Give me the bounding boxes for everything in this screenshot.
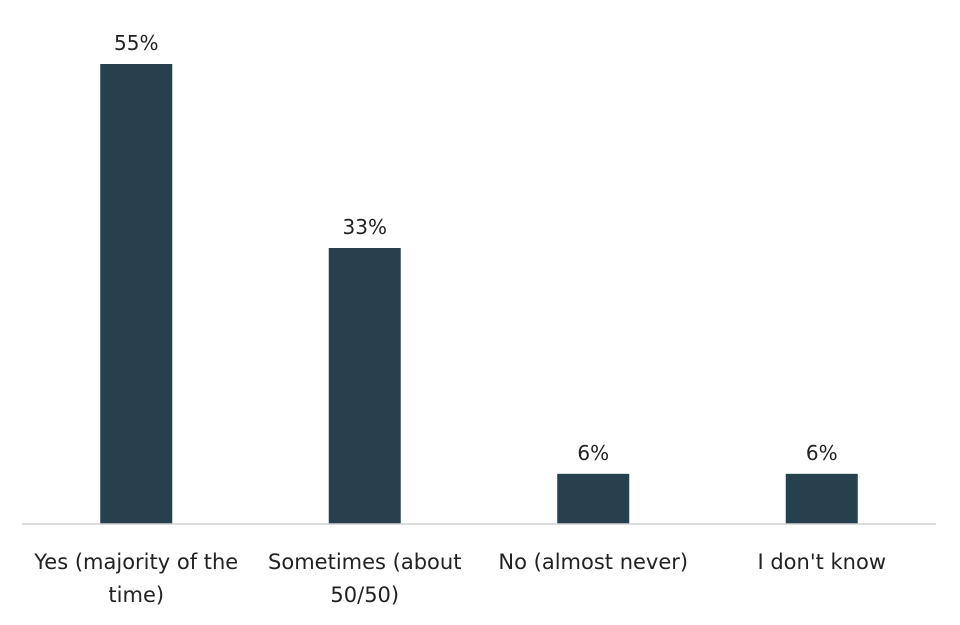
value-label-4: 6% (806, 441, 838, 465)
bar-3 (557, 473, 630, 524)
value-labels-group: 55% 33% 6% 6% (114, 31, 838, 465)
bar-2 (328, 248, 401, 524)
value-label-3: 6% (577, 441, 609, 465)
category-label-3: No (almost never) (498, 550, 689, 574)
value-label-1: 55% (114, 31, 158, 55)
bars-group (100, 64, 858, 524)
bar-1 (100, 64, 173, 524)
category-label-1: Yes (majority of the time) (34, 550, 239, 607)
category-label-2: Sometimes (about 50/50) (268, 550, 462, 607)
category-label-4: I don't know (757, 550, 887, 574)
bar-4 (785, 473, 858, 524)
value-label-2: 33% (343, 215, 387, 239)
